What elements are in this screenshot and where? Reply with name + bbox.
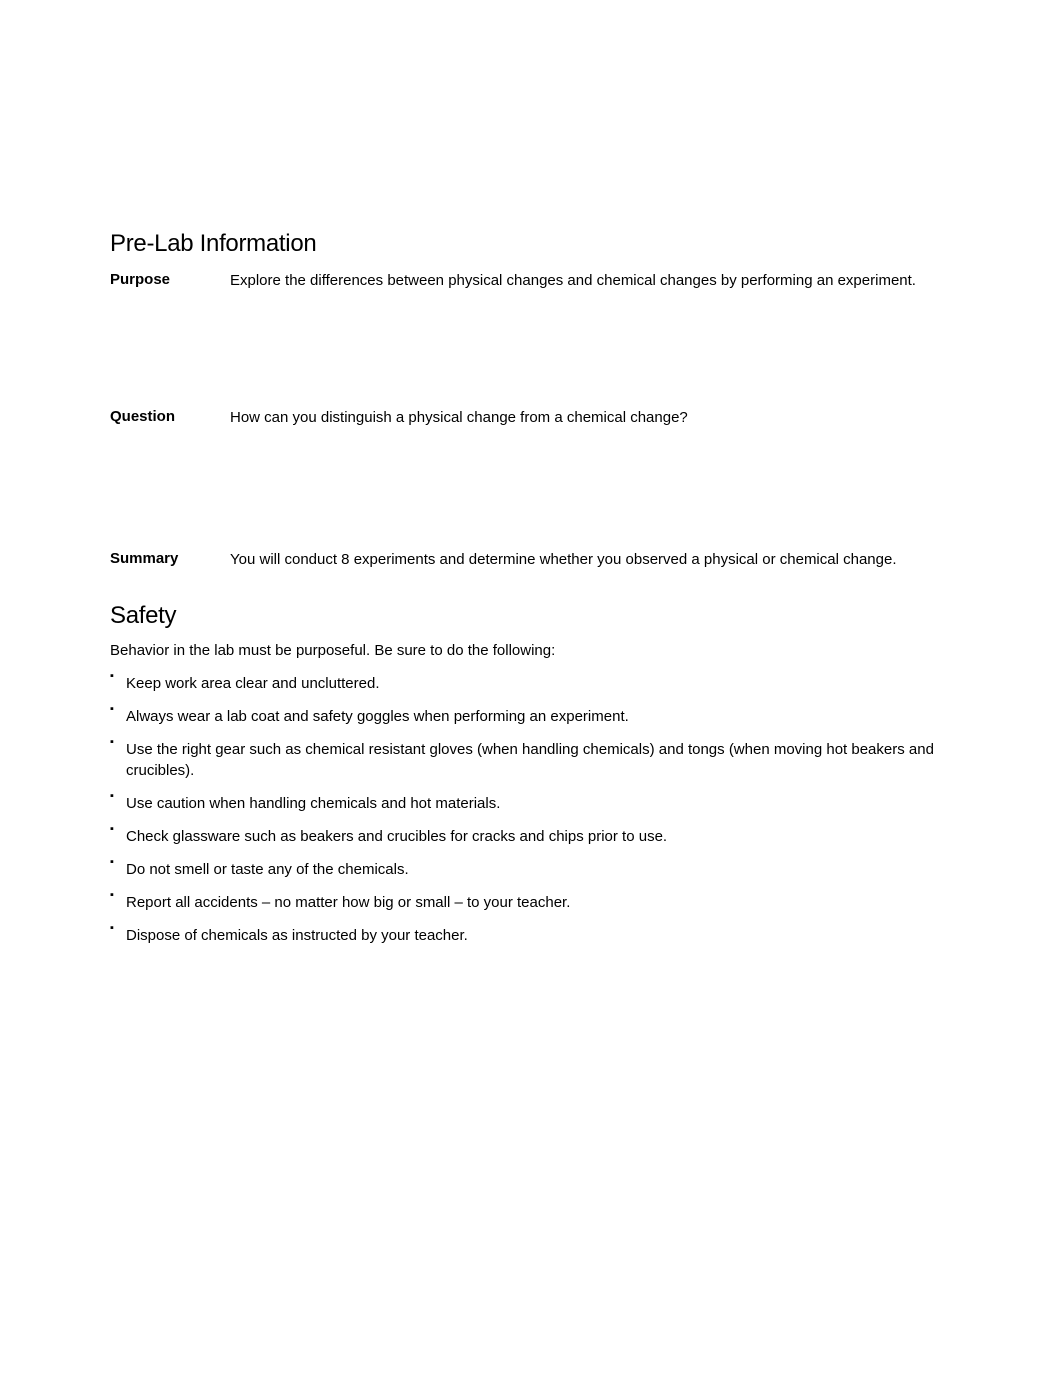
safety-item: Do not smell or taste any of the chemica…: [110, 859, 952, 880]
safety-list: Keep work area clear and uncluttered. Al…: [110, 673, 952, 946]
summary-label: Summary: [110, 549, 230, 567]
summary-text: You will conduct 8 experiments and deter…: [230, 549, 952, 571]
safety-item: Always wear a lab coat and safety goggle…: [110, 706, 952, 727]
safety-intro: Behavior in the lab must be purposeful. …: [110, 642, 952, 659]
safety-item: Use the right gear such as chemical resi…: [110, 739, 952, 781]
safety-item: Dispose of chemicals as instructed by yo…: [110, 925, 952, 946]
safety-item: Use caution when handling chemicals and …: [110, 793, 952, 814]
safety-item: Check glassware such as beakers and cruc…: [110, 826, 952, 847]
prelab-heading: Pre-Lab Information: [110, 230, 952, 258]
safety-item: Keep work area clear and uncluttered.: [110, 673, 952, 694]
question-row: Question How can you distinguish a physi…: [110, 407, 952, 429]
safety-heading: Safety: [110, 602, 952, 630]
summary-row: Summary You will conduct 8 experiments a…: [110, 549, 952, 571]
purpose-row: Purpose Explore the differences between …: [110, 270, 952, 292]
question-text: How can you distinguish a physical chang…: [230, 407, 952, 429]
question-label: Question: [110, 407, 230, 425]
safety-item: Report all accidents – no matter how big…: [110, 892, 952, 913]
purpose-text: Explore the differences between physical…: [230, 270, 952, 292]
purpose-label: Purpose: [110, 270, 230, 288]
